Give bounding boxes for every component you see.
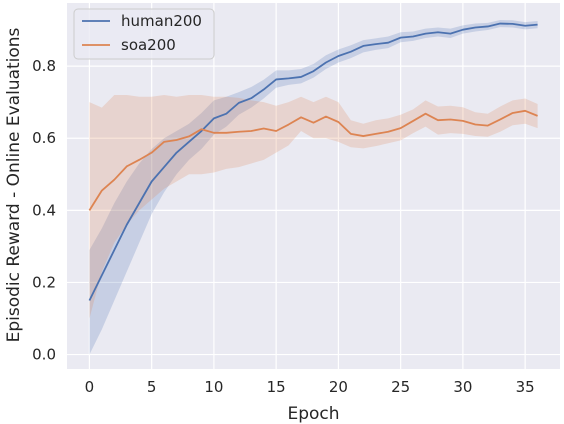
x-tick-label: 20 [329,378,348,396]
legend: human200 soa200 [73,8,215,60]
legend-label-soa200: soa200 [121,36,176,54]
legend-label-human200: human200 [121,12,202,30]
y-tick-label: 0.4 [32,201,56,219]
series-line-human200 [88,22,538,301]
x-tick-label: 25 [391,378,410,396]
series-line-soa200 [88,109,538,211]
series-bands [89,19,538,355]
x-tick-label: 15 [267,378,286,396]
y-tick-label: 0.0 [32,346,56,364]
x-tick-label: 5 [147,378,157,396]
y-axis-label: Episodic Reward - Online Evaluations [4,27,24,342]
y-tick-label: 0.8 [32,57,56,75]
series-lines [88,22,538,301]
y-tick-label: 0.6 [32,129,56,147]
x-tick-labels: 0 5 10 15 20 25 30 35 [85,378,535,396]
x-tick-label: 10 [204,378,223,396]
grid [67,3,560,369]
x-tick-label: 35 [516,378,535,396]
confidence-band-soa200 [89,94,538,319]
x-axis-label: Epoch [287,404,339,424]
y-tick-labels: 0.0 0.2 0.4 0.6 0.8 [32,57,56,363]
x-tick-label: 0 [85,378,95,396]
x-tick-label: 30 [453,378,472,396]
y-tick-label: 0.2 [32,273,56,291]
